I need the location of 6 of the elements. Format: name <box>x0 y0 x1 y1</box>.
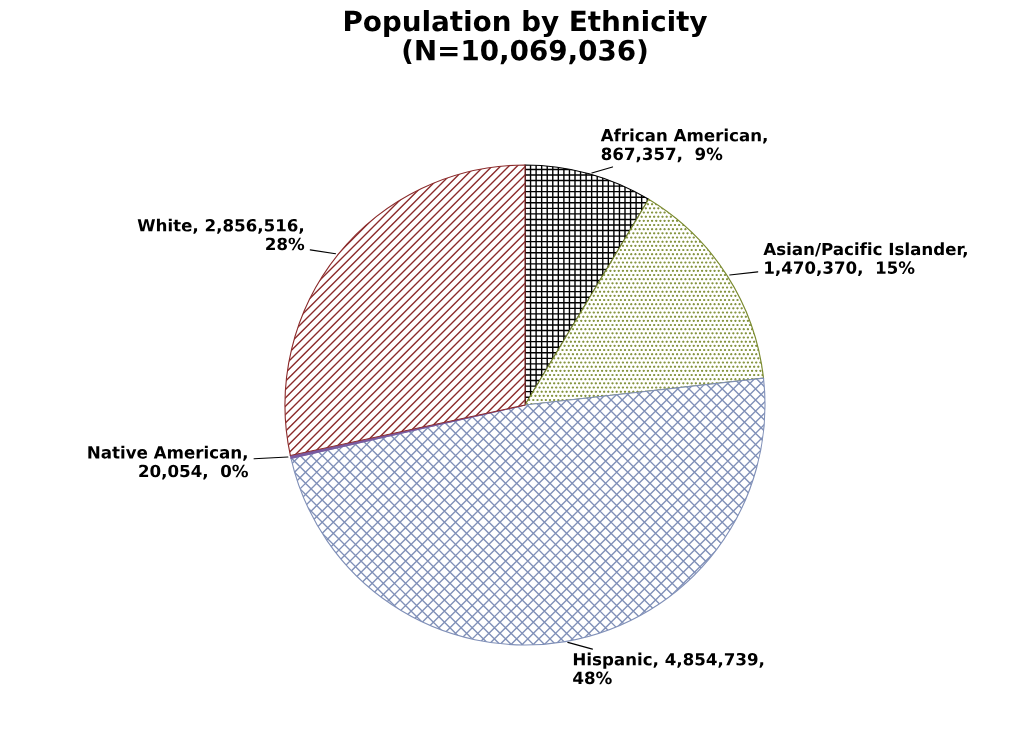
slice-label: Native American, 20,054, 0% <box>88 445 248 480</box>
slice-label: African American, 867,357, 9% <box>600 128 767 163</box>
slice-label: Asian/Pacific Islander, 1,470,370, 15% <box>763 242 967 277</box>
slice-label: Hispanic, 4,854,739, 48% <box>573 652 764 685</box>
slice-label: White, 2,856,516, 28% <box>137 218 305 251</box>
chart-title: Population by Ethnicity (N=10,069,036) <box>345 10 708 65</box>
